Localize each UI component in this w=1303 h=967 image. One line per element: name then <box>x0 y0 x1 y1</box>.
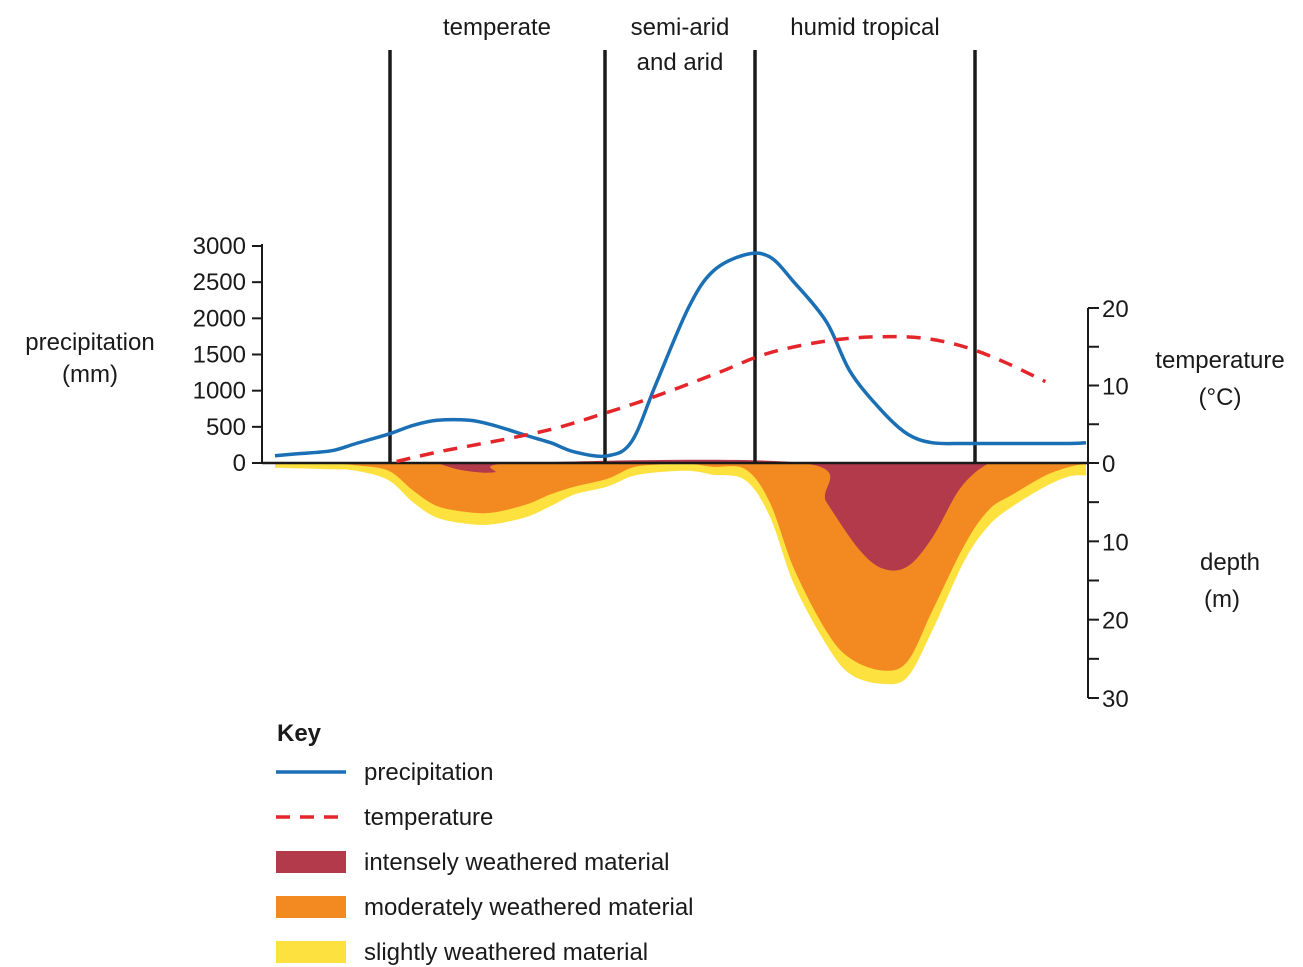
key-item-label: slightly weathered material <box>364 939 648 966</box>
key-item-label: intensely weathered material <box>364 849 670 876</box>
depth-axis-unit: (m) <box>1204 586 1240 613</box>
depth-tick-label: 10 <box>1102 529 1129 556</box>
temperature-tick-label: 20 <box>1102 296 1129 323</box>
precipitation-tick-label: 1500 <box>193 342 246 369</box>
moderately-weathered-material-area <box>275 463 1086 671</box>
depth-tick-label: 30 <box>1102 686 1129 713</box>
zone-label-arid: and arid <box>637 49 724 76</box>
temperature-tick-label: 10 <box>1102 374 1129 401</box>
key-items: precipitation temperature intensely weathe… <box>276 759 694 966</box>
depth-tick-label: 20 <box>1102 608 1129 635</box>
key-swatch-box <box>276 896 346 918</box>
key-title: Key <box>277 720 322 747</box>
precipitation-tick-label: 0 <box>233 450 246 477</box>
intensely-weathered-material-area <box>437 459 989 571</box>
depth-axis-label: depth <box>1200 549 1260 576</box>
zone-label-temperate: temperate <box>443 14 551 41</box>
temperature-axis-unit: (°C) <box>1199 384 1242 411</box>
series-lines <box>274 251 1087 464</box>
zone-labels: temperate semi-arid and arid humid tropi… <box>443 14 940 76</box>
precipitation-axis-unit: (mm) <box>62 361 118 388</box>
key-swatch-box <box>276 941 346 963</box>
temperature-axis-label: temperature <box>1155 347 1284 374</box>
key-item-label: moderately weathered material <box>364 894 694 921</box>
weathering-layers <box>275 459 1086 685</box>
zone-dividers <box>388 50 977 463</box>
precipitation-axis-ticks: 0 500 1000 1500 2000 2500 3000 <box>193 233 262 477</box>
zone-label-semi-arid: semi-arid <box>631 14 730 41</box>
key-item-label: precipitation <box>364 759 493 786</box>
zone-label-humid-tropical: humid tropical <box>790 14 939 41</box>
precipitation-tick-label: 3000 <box>193 233 246 260</box>
precipitation-axis: 0 500 1000 1500 2000 2500 3000 precipitation (… <box>25 233 263 477</box>
precipitation-tick-label: 2500 <box>193 269 246 296</box>
right-axis: 0 10 20 10 20 30 temperature (°C) depth (m) <box>1087 296 1285 713</box>
temperature-line <box>396 334 1047 464</box>
key-item-label: temperature <box>364 804 493 831</box>
key: Key precipitation temperature intensely we… <box>276 720 694 966</box>
key-swatch-box <box>276 851 346 873</box>
precipitation-tick-label: 2000 <box>193 305 246 332</box>
precipitation-axis-label: precipitation <box>25 329 154 356</box>
precipitation-tick-label: 500 <box>206 414 246 441</box>
temperature-tick-label: 0 <box>1102 451 1115 478</box>
precipitation-tick-label: 1000 <box>193 378 246 405</box>
precipitation-line <box>274 251 1087 459</box>
right-axis-ticks: 0 10 20 10 20 30 <box>1088 296 1129 713</box>
